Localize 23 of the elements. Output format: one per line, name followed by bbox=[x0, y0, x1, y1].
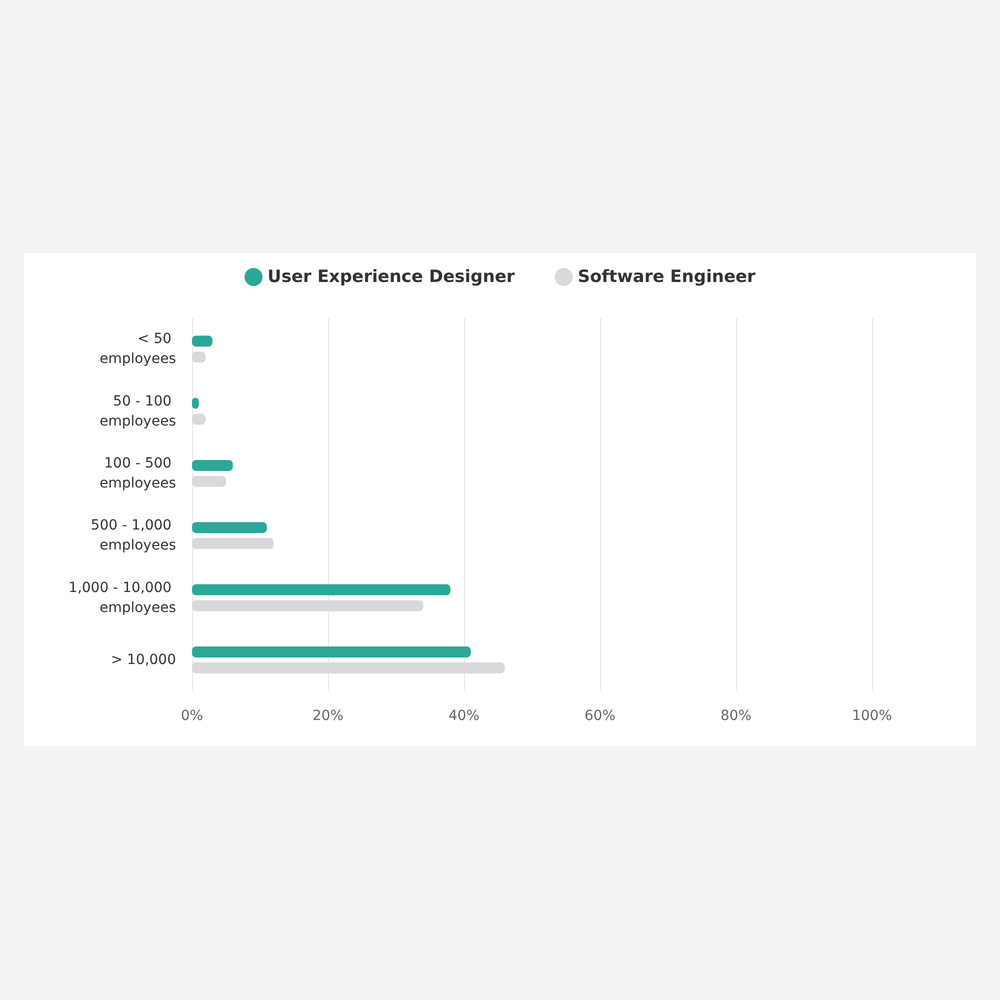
x-tick-label: 0% bbox=[180, 708, 204, 724]
y-tick-label: 50 - 100 employees bbox=[100, 393, 176, 430]
legend-label: User Experience Designer bbox=[268, 267, 516, 287]
bar bbox=[192, 662, 505, 674]
bar bbox=[192, 584, 450, 596]
bar bbox=[192, 646, 471, 658]
y-tick-label: 100 - 500 employees bbox=[100, 455, 176, 492]
bar bbox=[192, 538, 274, 550]
bar bbox=[192, 476, 226, 487]
y-tick-label: 1,000 - 10,000 employees bbox=[68, 580, 176, 616]
x-tick-label: 40% bbox=[448, 708, 480, 724]
legend-label: Software Engineer bbox=[578, 267, 756, 287]
x-tick-label: 60% bbox=[584, 708, 616, 724]
y-tick-label: 500 - 1,000 employees bbox=[90, 518, 176, 554]
x-tick-label: 100% bbox=[852, 708, 892, 724]
y-tick-label: > 10,000 bbox=[110, 652, 176, 668]
bar bbox=[192, 522, 267, 534]
bar bbox=[192, 460, 233, 471]
bar bbox=[192, 336, 212, 347]
bar bbox=[192, 600, 424, 612]
x-tick-label: 20% bbox=[312, 708, 344, 724]
y-tick-label: < 50 employees bbox=[100, 331, 176, 368]
x-tick-label: 80% bbox=[720, 708, 752, 724]
